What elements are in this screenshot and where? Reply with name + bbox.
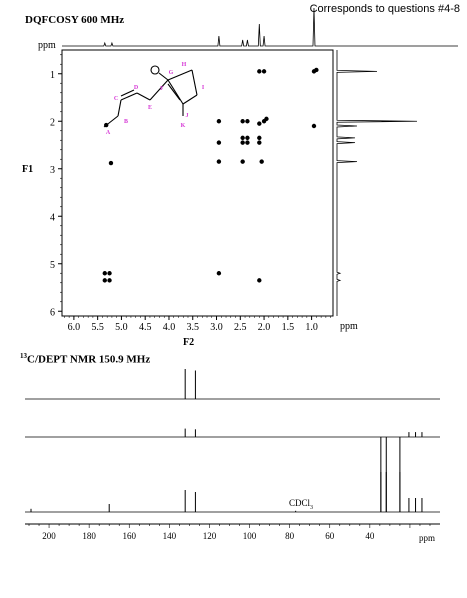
f2-tick-label: 1.5 — [282, 322, 295, 333]
cosy-crosspeak — [314, 67, 319, 73]
f1-tick-label: 3 — [50, 165, 55, 176]
f2-tick-label: 6.0 — [68, 322, 81, 333]
solvent-label-sub: 3 — [310, 504, 314, 511]
cosy-crosspeak — [257, 140, 262, 145]
cosy-crosspeak — [240, 135, 245, 141]
structure-labels: A B C D E F G H I JK — [106, 62, 205, 136]
cosy-crosspeak — [257, 69, 262, 74]
cosy-crosspeak — [102, 271, 107, 276]
f2-tick-label: 3.5 — [186, 322, 199, 333]
f1-tick-label: 4 — [50, 212, 55, 223]
structure-label-f: F — [160, 86, 164, 92]
structure-label-b: B — [124, 119, 128, 125]
f2-tick-label: 4.0 — [163, 322, 176, 333]
dept-title: 13C/DEPT NMR 150.9 MHz — [20, 352, 150, 366]
structure-label-c: C — [114, 96, 118, 102]
f2-tick-label: 5.5 — [91, 322, 104, 333]
cosy-f2-ppm-label: ppm — [340, 321, 358, 332]
f2-tick-label: 1.0 — [305, 322, 318, 333]
cosy-crosspeak — [240, 159, 245, 164]
cosy-crosspeak — [216, 159, 222, 164]
f2-tick-label: 4.5 — [139, 322, 152, 333]
cosy-f1-ppm-label: ppm — [38, 40, 56, 51]
dept-axis: 200 180 160 140 120 100 80 60 40 — [25, 523, 440, 541]
cosy-crosspeak — [264, 116, 269, 122]
dept-x-tick-label: 100 — [243, 531, 257, 541]
cosy-crosspeak — [257, 121, 262, 126]
cosy-crosspeak — [245, 140, 250, 145]
cosy-projections — [62, 7, 458, 316]
f1-tick-label: 6 — [50, 307, 55, 318]
cosy-ticks: 1 2 3 4 5 6 6.0 5.5 5.0 4.5 4.0 3.5 3.0 2.5 2.0 1.5 1.0 — [50, 54, 331, 333]
cosy-crosspeak — [216, 271, 222, 276]
dept-x-tick-label: 140 — [163, 531, 177, 541]
dept-x-tick-label: 60 — [325, 531, 335, 541]
cosy-crosspeak — [311, 123, 317, 129]
cosy-f2-axis-label: F2 — [183, 337, 195, 348]
structure-label-k: K — [181, 123, 186, 129]
f1-projection-trace — [336, 50, 418, 316]
question-reference-note: Corresponds to questions #4-8 — [309, 3, 460, 15]
cosy-crosspeak — [216, 140, 222, 145]
cosy-crosspeak — [245, 119, 250, 124]
structure-label-g: G — [169, 70, 174, 76]
cosy-crosspeak — [107, 278, 112, 283]
cosy-crosspeak — [102, 278, 107, 283]
dept-ppm-label: ppm — [419, 533, 436, 543]
cosy-crosspeak — [257, 135, 262, 141]
f2-tick-label: 3.0 — [210, 322, 223, 333]
cosy-plot-border — [61, 49, 334, 317]
cosy-crosspeak — [257, 278, 262, 283]
f1-tick-label: 1 — [50, 70, 55, 81]
solvent-label: CDCl3 — [289, 498, 313, 511]
dept-title-main: C/DEPT NMR 150.9 MHz — [27, 353, 151, 366]
f2-projection-trace — [62, 7, 458, 47]
cosy-frame — [61, 49, 334, 317]
dept-title-superscript: 13 — [20, 352, 27, 360]
f2-tick-label: 5.0 — [115, 322, 128, 333]
cosy-crosspeak — [259, 159, 264, 164]
cosy-crosspeak — [245, 135, 250, 141]
f1-tick-label: 5 — [50, 260, 55, 271]
cosy-crosspeak — [240, 119, 245, 124]
cosy-f1-axis-label: F1 — [22, 164, 34, 175]
cosy-crosspeak — [216, 119, 222, 124]
structure-label-i: I — [202, 85, 205, 91]
cosy-crosspeak — [108, 160, 114, 166]
f2-tick-label: 2.5 — [234, 322, 247, 333]
dept-x-tick-label: 120 — [203, 531, 217, 541]
cosy-crosspeak — [107, 271, 112, 276]
structure-label-h: H — [182, 62, 187, 68]
structure-label-e: E — [148, 105, 152, 111]
dept-traces — [25, 369, 440, 513]
cosy-crosspeaks — [102, 67, 319, 283]
molecule-structure — [103, 65, 198, 128]
dept-x-tick-label: 40 — [365, 531, 375, 541]
dept-spectra: 200 180 160 140 120 100 80 60 40 — [25, 369, 440, 541]
structure-label-j: J — [186, 113, 189, 119]
structure-label-a: A — [106, 130, 111, 136]
cosy-crosspeak — [261, 69, 267, 74]
solvent-label-main: CDCl — [289, 498, 311, 508]
dept-x-tick-label: 80 — [285, 531, 295, 541]
cosy-crosspeak — [240, 140, 245, 145]
structure-label-d: D — [134, 85, 139, 91]
dept-x-tick-label: 160 — [123, 531, 137, 541]
f1-tick-label: 2 — [50, 117, 55, 128]
dept-x-tick-label: 200 — [42, 531, 56, 541]
f2-tick-label: 2.0 — [258, 322, 271, 333]
cosy-title: DQFCOSY 600 MHz — [25, 14, 125, 26]
dept-x-tick-label: 180 — [82, 531, 96, 541]
